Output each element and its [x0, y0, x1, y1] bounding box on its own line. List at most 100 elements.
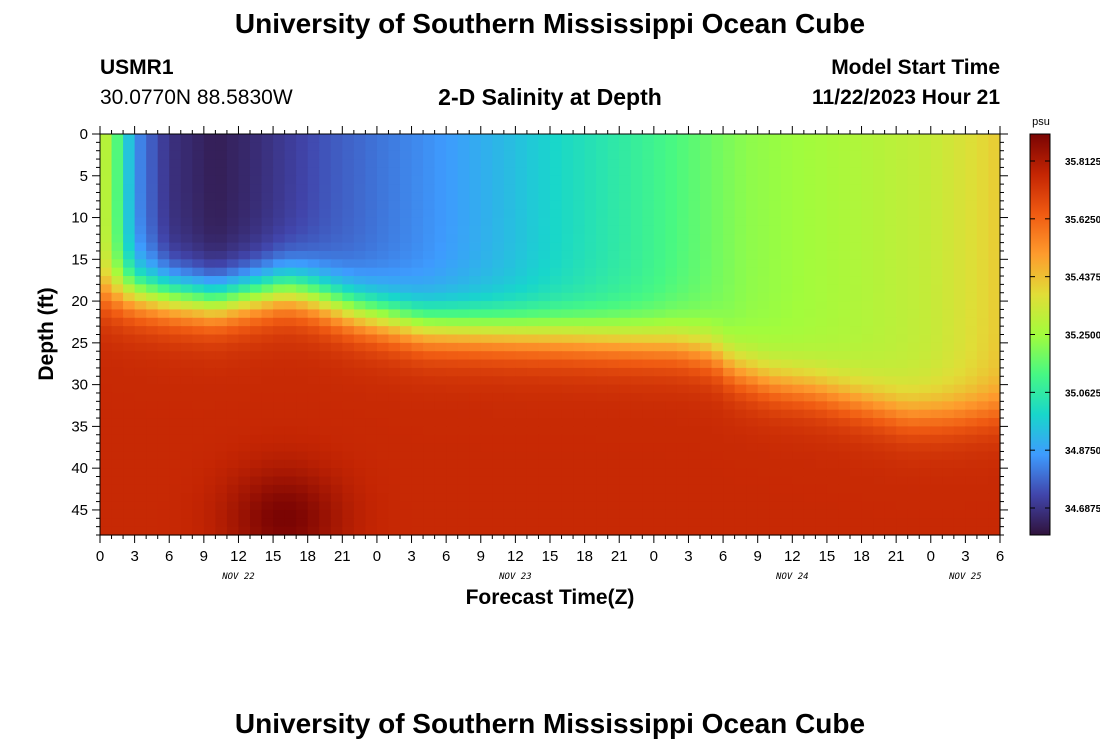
heatmap-cell	[653, 192, 666, 202]
heatmap-cell	[469, 259, 482, 269]
heatmap-cell	[815, 301, 828, 311]
heatmap-cell	[296, 359, 309, 369]
x-tick-label: 3	[961, 548, 969, 565]
heatmap-cell	[134, 434, 147, 444]
heatmap-cell	[734, 409, 747, 419]
heatmap-cell	[238, 192, 251, 202]
heatmap-cell	[169, 359, 182, 369]
heatmap-cell	[561, 267, 574, 277]
heatmap-cell	[665, 501, 678, 511]
heatmap-cell	[157, 418, 170, 427]
heatmap-cell	[550, 367, 563, 377]
heatmap-cell	[850, 434, 863, 444]
heatmap-cell	[838, 326, 851, 336]
heatmap-cell	[146, 476, 159, 486]
heatmap-cell	[919, 250, 932, 260]
heatmap-cell	[873, 167, 886, 177]
heatmap-cell	[838, 434, 851, 444]
heatmap-cell	[146, 292, 159, 302]
heatmap-cell	[250, 192, 263, 202]
heatmap-cell	[226, 342, 240, 352]
heatmap-cell	[792, 443, 805, 453]
heatmap-cell	[492, 184, 505, 194]
heatmap-cell	[930, 493, 943, 503]
heatmap-cell	[930, 242, 943, 252]
heatmap-cell	[850, 518, 863, 528]
heatmap-cell	[365, 134, 378, 143]
heatmap-cell	[238, 401, 251, 411]
heatmap-cell	[884, 409, 897, 419]
heatmap-cell	[111, 200, 124, 210]
heatmap-cell	[169, 342, 182, 352]
heatmap-cell	[203, 292, 216, 302]
heatmap-cell	[919, 167, 932, 177]
heatmap-cell	[803, 392, 816, 402]
heatmap-cell	[157, 351, 170, 361]
heatmap-cell	[215, 409, 228, 419]
heatmap-cell	[826, 267, 840, 277]
heatmap-cell	[711, 484, 724, 494]
heatmap-cell	[273, 468, 286, 478]
heatmap-cell	[330, 501, 343, 511]
colorbar-tick-label: 35.8125	[1065, 157, 1100, 168]
heatmap-cell	[746, 418, 759, 427]
heatmap-cell	[873, 301, 886, 311]
heatmap-cell	[515, 351, 528, 361]
heatmap-cell	[642, 359, 655, 369]
heatmap-cell	[630, 392, 643, 402]
heatmap-cell	[146, 309, 159, 319]
heatmap-cell	[376, 259, 390, 269]
heatmap-cell	[273, 134, 286, 143]
heatmap-cell	[446, 301, 459, 311]
heatmap-cell	[561, 150, 574, 160]
heatmap-cell	[169, 292, 182, 302]
heatmap-cell	[492, 418, 505, 427]
heatmap-cell	[457, 484, 470, 494]
heatmap-cell	[803, 526, 816, 536]
heatmap-cell	[769, 192, 782, 202]
heatmap-cell	[238, 476, 251, 486]
heatmap-cell	[665, 175, 678, 185]
heatmap-cell	[226, 401, 240, 411]
heatmap-cell	[561, 242, 574, 252]
heatmap-cell	[907, 526, 920, 536]
heatmap-cell	[180, 509, 193, 519]
heatmap-cell	[607, 418, 620, 427]
heatmap-cell	[607, 434, 620, 444]
heatmap-cell	[526, 334, 540, 344]
heatmap-cell	[296, 326, 309, 336]
heatmap-cell	[203, 209, 216, 219]
heatmap-cell	[388, 326, 401, 336]
heatmap-cell	[838, 250, 851, 260]
heatmap-cell	[342, 267, 355, 277]
heatmap-cell	[111, 150, 124, 160]
heatmap-cell	[769, 326, 782, 336]
heatmap-cell	[953, 384, 966, 394]
heatmap-cell	[930, 376, 943, 386]
heatmap-cell	[134, 267, 147, 277]
heatmap-cell	[723, 159, 736, 169]
heatmap-cell	[203, 426, 216, 436]
heatmap-cell	[711, 392, 724, 402]
heatmap-cell	[515, 493, 528, 503]
heatmap-cell	[930, 409, 943, 419]
heatmap-cell	[446, 476, 459, 486]
heatmap-cell	[457, 342, 470, 352]
heatmap-cell	[192, 468, 205, 478]
heatmap-cell	[342, 459, 355, 469]
heatmap-cell	[203, 259, 216, 269]
heatmap-cell	[792, 501, 805, 511]
heatmap-cell	[803, 376, 816, 386]
heatmap-cell	[526, 225, 540, 235]
heatmap-cell	[630, 217, 643, 227]
heatmap-cell	[723, 509, 736, 519]
heatmap-cell	[688, 518, 701, 528]
heatmap-cell	[538, 134, 551, 143]
heatmap-cell	[769, 409, 782, 419]
heatmap-cell	[400, 309, 413, 319]
heatmap-cell	[965, 476, 978, 486]
heatmap-cell	[850, 150, 863, 160]
heatmap-cell	[226, 384, 240, 394]
heatmap-cell	[988, 459, 1001, 469]
